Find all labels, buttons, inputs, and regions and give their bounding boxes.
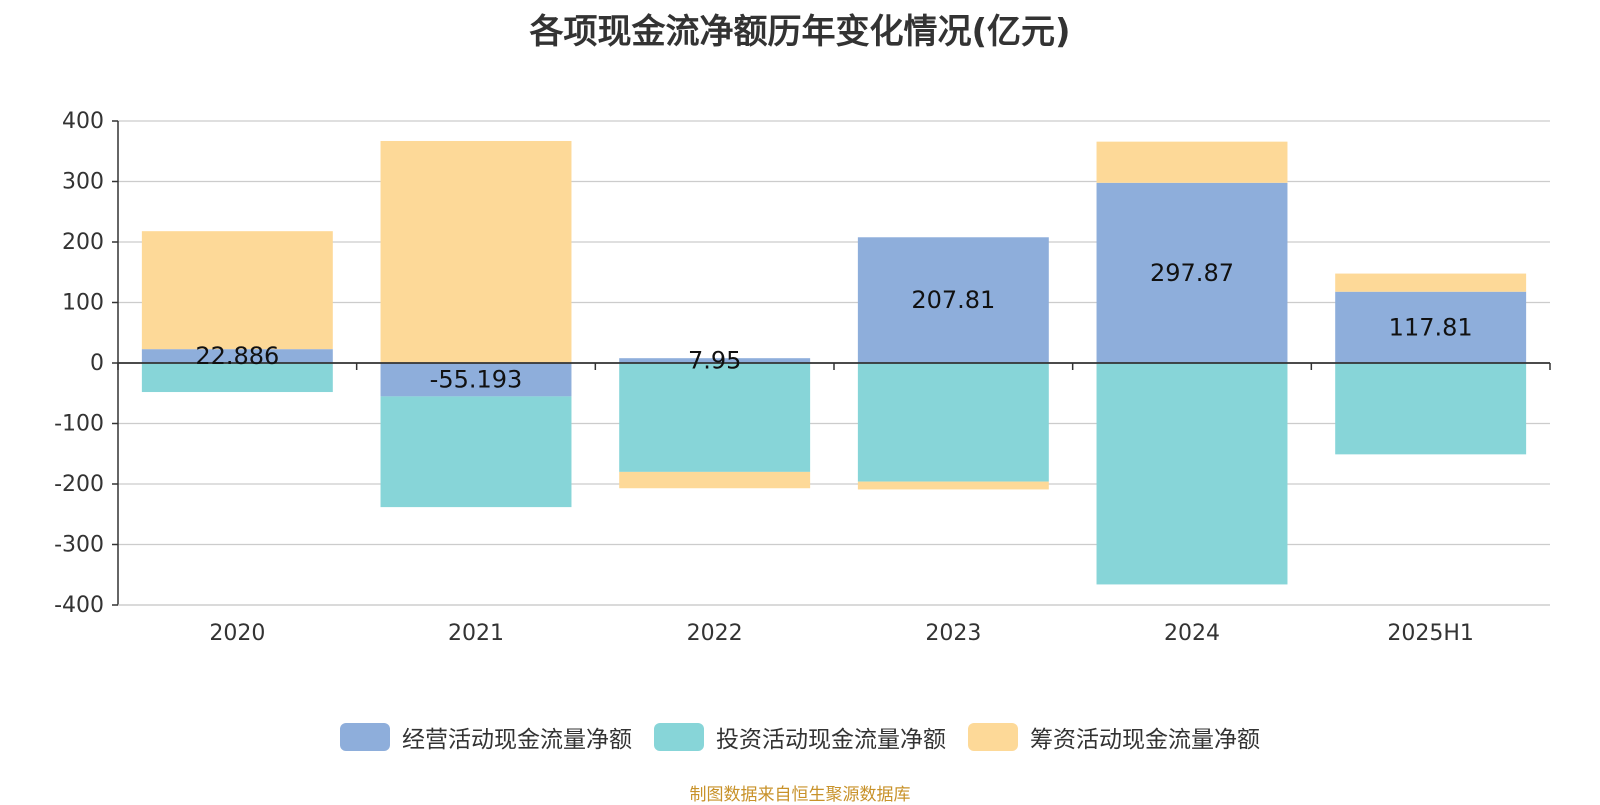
- x-tick-label-2021: 2021: [448, 621, 504, 646]
- y-tick-label-300: 300: [62, 170, 104, 195]
- bar-2-2020: [141, 363, 333, 393]
- bar-1-2024: [1096, 182, 1288, 363]
- bar-2-2021: [380, 396, 572, 508]
- data-label-2024: 297.87: [1150, 259, 1234, 287]
- x-tick-label-2025H1: 2025H1: [1387, 621, 1474, 646]
- bar-1-2021: [380, 363, 572, 397]
- bar-2-2024: [1096, 363, 1288, 585]
- y-tick-label-400: 400: [62, 109, 104, 134]
- y-tick-label--400: -400: [54, 593, 104, 618]
- bar-3-2021: [380, 140, 572, 363]
- legend-label-investing: 投资活动现金流量净额: [716, 727, 946, 753]
- bar-3-2024: [1096, 141, 1288, 183]
- y-tick-label-100: 100: [62, 291, 104, 316]
- bar-1-2023: [857, 237, 1049, 363]
- bar-3-2020: [141, 231, 333, 350]
- bar-3-2023: [857, 481, 1049, 490]
- legend-item-financing[interactable]: 筹资活动现金流量净额: [968, 720, 1260, 754]
- y-tick-label--300: -300: [54, 533, 104, 558]
- bar-1-2022: [619, 358, 811, 363]
- legend-item-investing[interactable]: 投资活动现金流量净额: [654, 720, 946, 754]
- y-tick-label--100: -100: [54, 412, 104, 437]
- legend-swatch-investing: [654, 723, 704, 751]
- y-tick-label-0: 0: [90, 351, 104, 376]
- bar-3-2025H1: [1335, 273, 1527, 292]
- bar-3-2022: [619, 471, 811, 489]
- legend-swatch-financing: [968, 723, 1018, 751]
- y-tick-label-200: 200: [62, 230, 104, 255]
- bar-2-2022: [619, 363, 811, 472]
- legend: 经营活动现金流量净额 投资活动现金流量净额 筹资活动现金流量净额: [0, 720, 1600, 754]
- legend-item-operating[interactable]: 经营活动现金流量净额: [340, 720, 632, 754]
- legend-swatch-operating: [340, 723, 390, 751]
- x-tick-label-2020: 2020: [209, 621, 265, 646]
- data-label-2021: -55.193: [430, 366, 523, 394]
- x-tick-label-2023: 2023: [925, 621, 981, 646]
- x-tick-label-2022: 2022: [687, 621, 743, 646]
- data-label-2022: 7.95: [688, 347, 741, 375]
- chart-title: 各项现金流净额历年变化情况(亿元): [529, 12, 1071, 52]
- legend-label-financing: 筹资活动现金流量净额: [1030, 727, 1260, 753]
- data-label-2023: 207.81: [911, 286, 995, 314]
- data-label-2025H1: 117.81: [1389, 313, 1473, 341]
- x-tick-label-2024: 2024: [1164, 621, 1220, 646]
- bar-1-2025H1: [1335, 291, 1527, 363]
- bar-2-2023: [857, 363, 1049, 482]
- bar-2-2025H1: [1335, 363, 1527, 455]
- y-tick-label--200: -200: [54, 472, 104, 497]
- bar-1-2020: [141, 349, 333, 363]
- data-label-2020: 22.886: [195, 342, 279, 370]
- legend-label-operating: 经营活动现金流量净额: [402, 727, 632, 753]
- chart-plot: 400 300 200 100 0 -100 -200 -300 -400 2020 2021 202…: [54, 109, 1551, 646]
- source-note: 制图数据来自恒生聚源数据库: [689, 785, 911, 805]
